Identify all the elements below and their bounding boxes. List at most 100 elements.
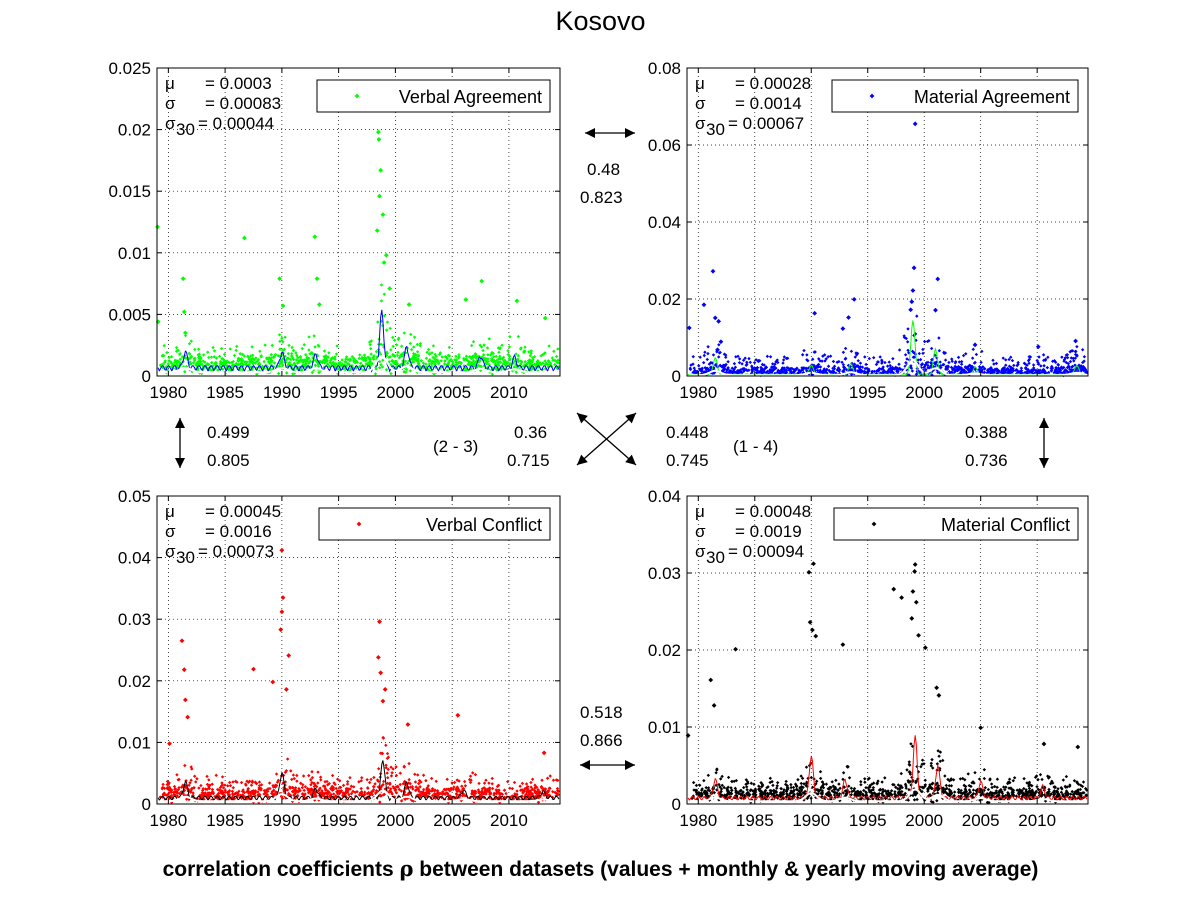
data-point xyxy=(858,790,863,795)
data-point xyxy=(398,771,402,775)
data-point xyxy=(1028,797,1032,801)
data-point xyxy=(838,786,842,790)
data-point xyxy=(386,791,391,795)
bottom-pair-rho-values: 0.518 xyxy=(580,703,623,722)
data-point xyxy=(890,793,894,797)
data-point xyxy=(257,787,261,792)
data-point xyxy=(500,792,505,796)
data-point xyxy=(818,776,823,781)
data-point xyxy=(1080,347,1085,352)
data-point xyxy=(706,773,711,778)
data-point xyxy=(730,788,734,793)
data-point xyxy=(716,318,722,324)
data-point xyxy=(498,354,502,358)
data-point xyxy=(959,794,963,798)
data-point xyxy=(383,252,389,258)
data-point xyxy=(968,367,972,372)
data-point xyxy=(389,765,393,769)
arrow-diagonal-2-3 xyxy=(576,412,637,466)
data-point xyxy=(409,332,413,337)
data-point xyxy=(314,276,320,282)
data-point xyxy=(809,627,815,633)
data-point xyxy=(543,351,547,355)
data-point xyxy=(376,137,382,142)
data-point xyxy=(323,791,327,795)
data-point xyxy=(165,350,169,355)
data-point xyxy=(474,352,478,357)
data-point xyxy=(408,369,413,373)
data-point xyxy=(415,350,420,354)
data-point xyxy=(964,352,968,356)
data-point xyxy=(391,344,395,348)
data-point xyxy=(1028,793,1033,797)
data-point xyxy=(880,793,885,797)
data-point xyxy=(322,349,327,353)
data-point xyxy=(852,362,857,366)
data-point xyxy=(220,783,225,787)
data-point xyxy=(1038,772,1043,777)
data-point xyxy=(554,794,558,798)
data-point xyxy=(427,788,431,792)
data-point xyxy=(325,796,329,800)
data-point xyxy=(430,786,435,791)
data-point xyxy=(750,364,754,368)
data-point xyxy=(838,798,842,803)
data-point xyxy=(257,800,261,805)
data-point xyxy=(930,782,934,786)
data-point xyxy=(377,193,382,199)
data-point xyxy=(504,791,508,796)
data-point xyxy=(692,366,696,370)
data-point xyxy=(1026,793,1030,797)
diag-2-3-label: (2 - 3) xyxy=(433,437,479,456)
data-point xyxy=(898,784,903,788)
data-point xyxy=(460,784,464,788)
data-point xyxy=(378,751,383,755)
data-point xyxy=(1036,360,1040,365)
data-point xyxy=(374,349,379,354)
data-point xyxy=(926,788,930,792)
data-point xyxy=(470,771,475,775)
data-point xyxy=(748,360,752,365)
data-point xyxy=(910,744,915,748)
data-point xyxy=(392,338,397,342)
data-point xyxy=(541,750,547,756)
data-point xyxy=(316,302,322,307)
data-point xyxy=(851,296,857,302)
data-point xyxy=(182,697,188,703)
data-point xyxy=(491,351,495,356)
data-point xyxy=(256,790,260,794)
data-point xyxy=(327,781,331,786)
data-point xyxy=(385,751,390,756)
data-point xyxy=(482,795,486,800)
data-point xyxy=(425,350,429,355)
data-point xyxy=(313,358,318,362)
data-point xyxy=(264,788,269,792)
data-point xyxy=(402,792,407,797)
data-point xyxy=(312,784,317,789)
data-point xyxy=(209,791,214,795)
data-point xyxy=(723,353,728,357)
data-point xyxy=(1074,366,1078,370)
data-point xyxy=(782,366,786,370)
data-point xyxy=(191,791,195,795)
data-point xyxy=(970,356,975,360)
data-point xyxy=(956,787,961,792)
data-point xyxy=(912,562,918,567)
correlation-arrows xyxy=(175,128,1049,770)
data-point xyxy=(251,361,255,365)
data-point xyxy=(724,370,729,374)
data-point xyxy=(892,783,896,787)
data-point xyxy=(385,781,390,786)
data-point xyxy=(910,369,915,373)
data-point xyxy=(195,360,200,365)
data-point xyxy=(1075,744,1081,750)
data-point xyxy=(781,358,786,362)
data-point xyxy=(280,796,285,801)
data-point xyxy=(386,755,391,759)
data-point xyxy=(316,770,320,774)
data-point xyxy=(898,786,902,790)
data-point xyxy=(335,777,340,781)
data-point xyxy=(408,781,412,786)
data-point xyxy=(295,353,299,358)
